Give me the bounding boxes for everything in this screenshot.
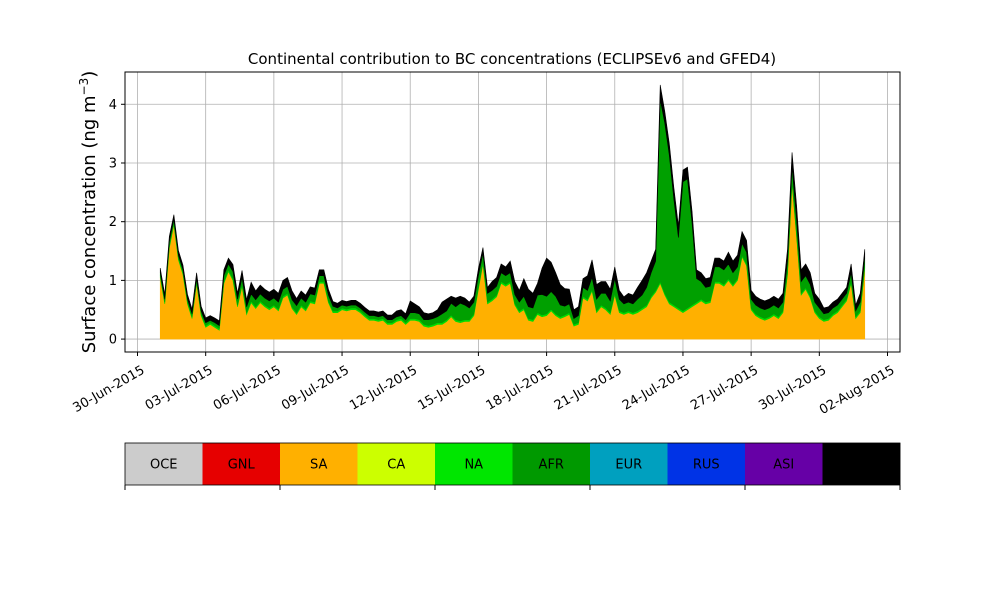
colorbar-label-oce: OCE xyxy=(150,458,178,473)
chart-title: Continental contribution to BC concentra… xyxy=(248,50,776,68)
colorbar-swatch-oce xyxy=(125,443,203,485)
colorbar-swatch-ca xyxy=(357,443,436,485)
y-label-main: Surface concentration (ng m xyxy=(79,95,100,353)
area-aus xyxy=(159,84,866,327)
colorbar-swatch-rus xyxy=(667,443,746,485)
colorbar-label-asi: ASI xyxy=(773,458,794,473)
colorbar-label-na: NA xyxy=(464,458,483,473)
colorbar-swatch-eur xyxy=(590,443,668,485)
y-tick-label-3: 3 xyxy=(109,156,117,171)
y-axis-label: Surface concentration (ng m−3) xyxy=(77,71,100,354)
y-label-close: ) xyxy=(79,71,100,78)
colorbar-label-afr: AFR xyxy=(539,458,564,473)
colorbar-label-sa: SA xyxy=(310,458,327,473)
y-tick-label-4: 4 xyxy=(109,98,117,113)
colorbar-label-rus: RUS xyxy=(693,458,720,473)
y-tick-label-0: 0 xyxy=(109,333,117,348)
colorbar-label-aus: AUS xyxy=(848,458,875,473)
colorbar-swatch-afr xyxy=(512,443,591,485)
y-tick-label-1: 1 xyxy=(109,274,117,289)
colorbar-swatch-aus xyxy=(822,443,901,485)
colorbar-label-ca: CA xyxy=(387,458,405,473)
colorbar-label-gnl: GNL xyxy=(228,458,256,473)
y-label-exponent: −3 xyxy=(77,78,91,96)
y-tick-label-2: 2 xyxy=(109,215,117,230)
y-axis: 0 1 2 3 4 xyxy=(109,98,125,348)
plot-frame xyxy=(124,71,901,353)
colorbar: OCE GNL SA CA NA AFR EUR RUS ASI AUS xyxy=(124,442,901,490)
colorbar-swatch-sa xyxy=(280,443,358,485)
stacked-areas xyxy=(159,84,866,340)
colorbar-swatch-na xyxy=(435,443,513,485)
colorbar-swatch-gnl xyxy=(202,443,281,485)
colorbar-frame xyxy=(124,442,901,486)
colorbar-label-eur: EUR xyxy=(615,458,642,473)
colorbar-swatch-asi xyxy=(745,443,823,485)
